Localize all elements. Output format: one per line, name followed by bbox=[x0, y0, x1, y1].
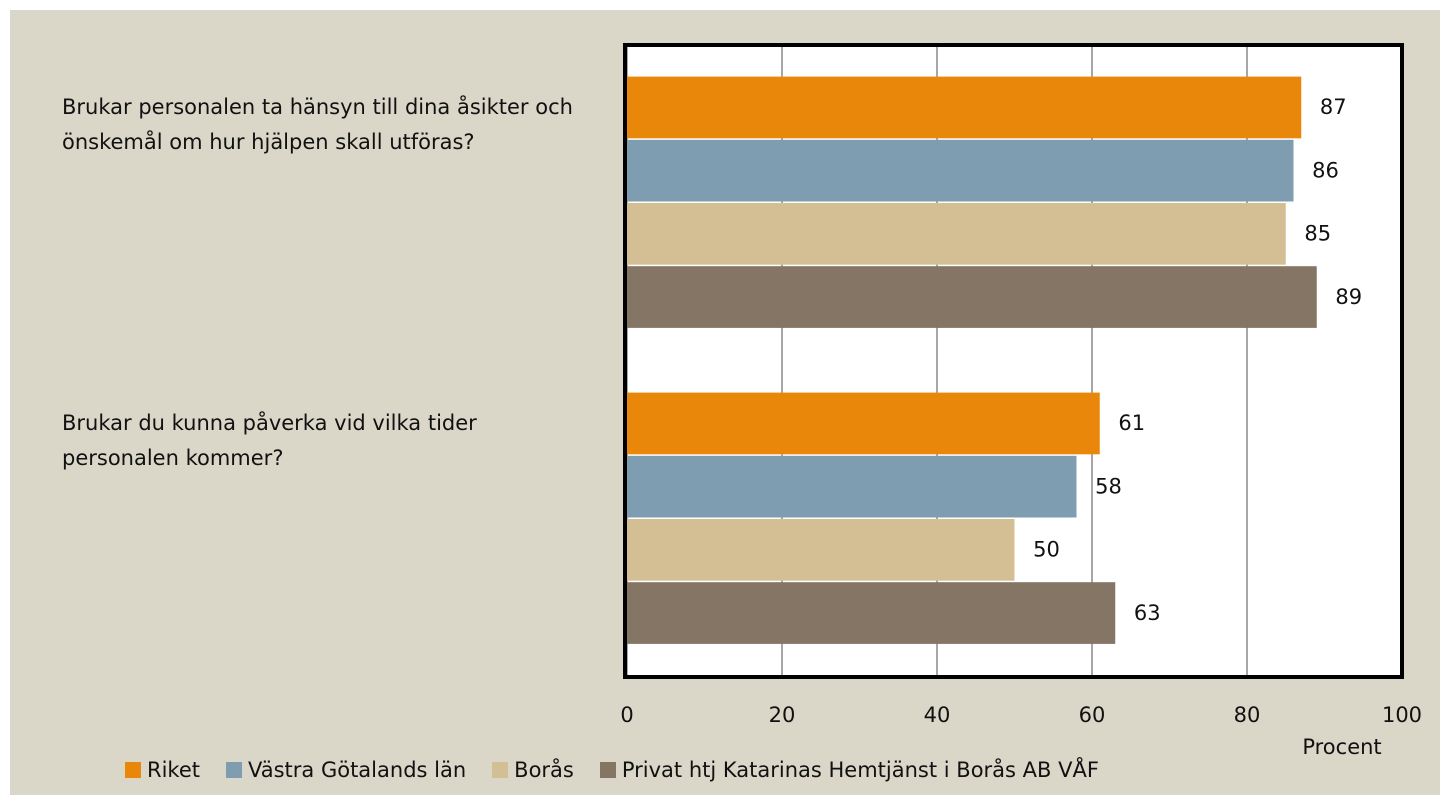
bar bbox=[627, 392, 1100, 455]
legend-label: Västra Götalands län bbox=[248, 758, 467, 782]
legend: Riket Västra Götalands län Borås Privat htj… bbox=[125, 758, 1099, 782]
x-axis-title: Procent bbox=[1302, 735, 1381, 759]
x-tick-label: 100 bbox=[1382, 703, 1422, 727]
category-label: Brukar personalen ta hänsyn till dina ås… bbox=[62, 95, 573, 154]
legend-swatch bbox=[125, 762, 141, 778]
bar bbox=[627, 203, 1286, 265]
plot-border bbox=[623, 43, 1404, 679]
value-label: 89 bbox=[1335, 285, 1362, 309]
bar bbox=[627, 582, 1116, 644]
category-label: Brukar du kunna påverka vid vilka tider … bbox=[62, 411, 477, 470]
value-label: 61 bbox=[1118, 411, 1145, 435]
legend-item: Riket bbox=[125, 758, 200, 782]
legend-item: Privat htj Katarinas Hemtjänst i Borås A… bbox=[599, 758, 1099, 782]
legend-swatch bbox=[226, 762, 242, 778]
bar bbox=[627, 266, 1317, 328]
bars bbox=[627, 76, 1317, 644]
value-label: 63 bbox=[1134, 601, 1161, 625]
legend-item: Borås bbox=[492, 758, 574, 782]
value-label: 86 bbox=[1312, 158, 1339, 182]
legend-swatch bbox=[599, 762, 616, 778]
value-label: 50 bbox=[1033, 538, 1060, 562]
x-tick-label: 20 bbox=[769, 703, 796, 727]
value-label: 87 bbox=[1320, 95, 1347, 119]
x-tick-label: 0 bbox=[620, 703, 633, 727]
legend-swatch bbox=[492, 762, 509, 778]
value-label: 85 bbox=[1304, 222, 1331, 246]
legend-label: Borås bbox=[514, 758, 574, 782]
x-tick-label: 60 bbox=[1079, 703, 1106, 727]
bar bbox=[627, 76, 1302, 139]
legend-label: Privat htj Katarinas Hemtjänst i Borås A… bbox=[621, 758, 1099, 782]
x-tick-label: 80 bbox=[1234, 703, 1261, 727]
legend-label: Riket bbox=[147, 758, 200, 782]
x-tick-label: 40 bbox=[924, 703, 951, 727]
bar bbox=[627, 139, 1294, 202]
bar bbox=[627, 519, 1015, 581]
bar bbox=[627, 455, 1077, 518]
value-label: 58 bbox=[1095, 474, 1122, 498]
legend-item: Västra Götalands län bbox=[226, 758, 466, 782]
